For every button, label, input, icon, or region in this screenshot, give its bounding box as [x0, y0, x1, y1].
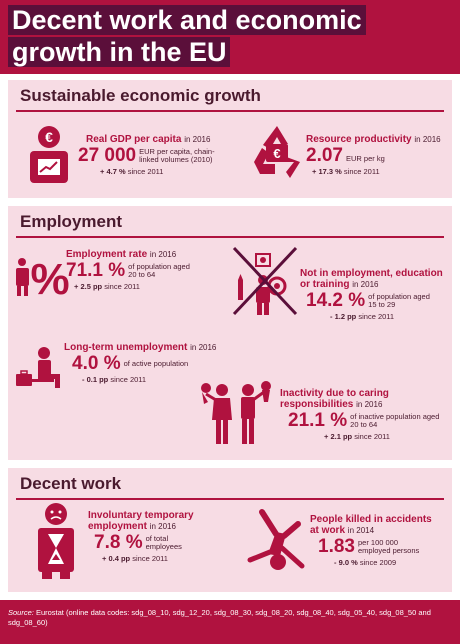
temporary-year: in 2016: [149, 522, 176, 531]
section-economic-growth: Sustainable economic growth € Real GDP p…: [8, 80, 452, 198]
neet-unit: of population aged 15 to 29: [368, 292, 430, 309]
svg-text:€: €: [45, 129, 53, 145]
neet-value: 14.2 %: [306, 290, 366, 311]
indicator-neet: Not in employment, education or training…: [300, 268, 452, 321]
temporary-unit: of total employees: [145, 534, 182, 551]
indicator-gdp: Real GDP per capita in 2016 27 000 EUR pe…: [78, 134, 248, 176]
section-divider: [16, 498, 444, 500]
resource-since: since 2011: [343, 167, 380, 176]
resource-label: Resource productivity: [306, 134, 412, 145]
temporary-change: + 0.4 pp: [102, 554, 131, 563]
longterm-since: since 2011: [110, 375, 147, 384]
accidents-label: People killed in accidents at work: [310, 514, 432, 536]
resource-value: 2.07: [306, 145, 343, 166]
rate-value: 71.1 %: [66, 260, 126, 281]
accidents-unit: per 100 000 employed persons: [357, 538, 420, 555]
inactivity-year: in 2016: [356, 400, 383, 409]
section-employment: Employment % Employment rate in 2016 71.…: [8, 206, 452, 460]
resource-change: + 17.3 %: [312, 167, 342, 176]
rate-label: Employment rate: [66, 249, 148, 260]
svg-text:%: %: [30, 255, 69, 298]
indicator-resource: Resource productivity in 2016 2.07 EUR pe…: [306, 134, 452, 176]
indicator-employment-rate: Employment rate in 2016 71.1 % of populat…: [66, 249, 236, 291]
gdp-since: since 2011: [127, 167, 164, 176]
gdp-change: + 4.7 %: [100, 167, 126, 176]
source-label: Source:: [8, 608, 34, 617]
accidents-year: in 2014: [347, 526, 375, 535]
section-title: Sustainable economic growth: [20, 86, 261, 105]
longterm-unit: of active population: [123, 359, 189, 368]
indicator-inactivity-caring: Inactivity due to caring responsibilitie…: [280, 388, 452, 441]
workers-percent-icon: %: [16, 255, 70, 298]
indicator-temporary-employment: Involuntary temporary employment in 2016…: [88, 510, 238, 563]
svg-text:€: €: [273, 146, 280, 161]
longterm-year: in 2016: [190, 343, 217, 352]
section-divider: [16, 110, 444, 112]
neet-change: - 1.2 pp: [330, 312, 357, 321]
temporary-value: 7.8 %: [94, 532, 143, 553]
title-line-2: growth in the EU: [8, 37, 231, 67]
longterm-value: 4.0 %: [72, 353, 121, 374]
inactivity-label: Inactivity due to caring responsibilitie…: [280, 388, 389, 410]
temporary-label: Involuntary temporary employment: [88, 510, 194, 532]
falling-person-icon: [247, 509, 305, 570]
neet-label: Not in employment, education or training: [300, 268, 443, 290]
indicator-accidents: People killed in accidents at work in 20…: [310, 514, 452, 567]
section-title: Employment: [20, 212, 123, 231]
section-divider: [16, 236, 444, 238]
accidents-since: since 2009: [359, 558, 397, 567]
gdp-value: 27 000: [78, 145, 137, 166]
header-banner: Decent work and economic growth in the E…: [0, 0, 460, 74]
accidents-change: - 9.0 %: [334, 558, 358, 567]
inactivity-since: since 2011: [354, 432, 390, 441]
resource-unit: EUR per kg: [345, 154, 385, 163]
seated-briefcase-icon: [16, 347, 60, 388]
source-text: Eurostat (online data codes: sdg_08_10, …: [8, 608, 431, 627]
section-title: Decent work: [20, 474, 122, 493]
source-footer: Source: Eurostat (online data codes: sdg…: [0, 600, 460, 644]
rate-change: + 2.5 pp: [74, 282, 103, 291]
title-line-1: Decent work and economic: [8, 5, 366, 35]
longterm-label: Long-term unemployment: [64, 342, 188, 353]
indicator-long-term-unemployment: Long-term unemployment in 2016 4.0 % of a…: [64, 342, 244, 384]
page-title: Decent work and economic growth in the E…: [8, 5, 448, 69]
person-euro-chart-icon: €: [30, 126, 68, 183]
longterm-change: - 0.1 pp: [82, 375, 109, 384]
gdp-label: Real GDP per capita: [86, 134, 182, 145]
rate-since: since 2011: [104, 282, 140, 291]
recycle-euro-icon: €: [254, 126, 300, 178]
carers-children-icon: [201, 381, 271, 444]
accidents-value: 1.83: [318, 536, 355, 557]
rate-year: in 2016: [149, 250, 177, 259]
neet-crossed-icon: [232, 246, 298, 316]
inactivity-unit: of inactive population aged 20 to 64: [350, 412, 440, 429]
rate-unit: of population aged 20 to 64: [128, 262, 190, 279]
gdp-year: in 2016: [184, 135, 211, 144]
section-decent-work: Decent work Involuntary temporary employ…: [8, 468, 452, 592]
temporary-since: since 2011: [132, 554, 168, 563]
resource-year: in 2016: [414, 135, 441, 144]
neet-since: since 2011: [358, 312, 395, 321]
inactivity-value: 21.1 %: [288, 410, 348, 431]
sad-hourglass-icon: [38, 503, 74, 579]
neet-year: in 2016: [352, 280, 379, 289]
gdp-unit: EUR per capita, chain-linked volumes (20…: [139, 147, 215, 164]
inactivity-change: + 2.1 pp: [324, 432, 353, 441]
